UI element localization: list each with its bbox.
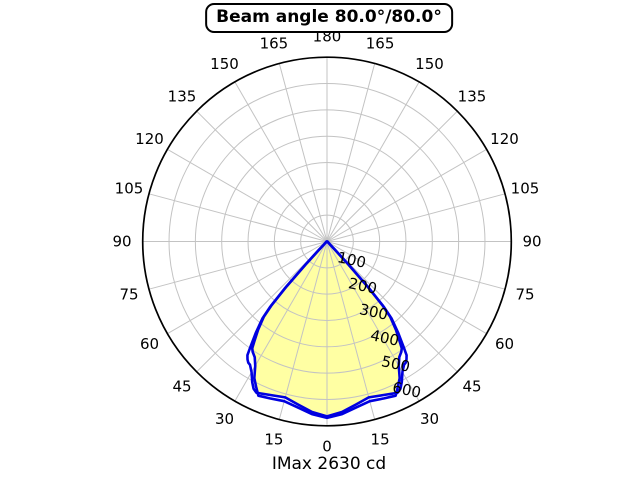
grid-spoke — [326, 193, 506, 242]
imax-label: IMax 2630 cd — [271, 454, 387, 474]
grid-spoke — [234, 81, 328, 242]
grid-ring — [273, 188, 381, 295]
grid-spoke — [234, 241, 328, 402]
grid-ring — [168, 83, 486, 400]
grid-spoke — [196, 110, 328, 242]
grid-spoke — [167, 241, 328, 335]
beam-curve-c90-c270 — [250, 240, 404, 420]
grid-spoke — [326, 110, 458, 242]
angle-tick-label: 15 — [371, 431, 390, 449]
grid-spoke — [326, 241, 376, 420]
radial-tick-label: 200 — [347, 274, 379, 298]
grid-ring — [247, 162, 407, 321]
chart-title: Beam angle 80.0°/80.0° — [205, 3, 453, 33]
grid-spoke — [167, 148, 328, 242]
grid-spoke — [278, 241, 328, 420]
angle-tick-label: 60 — [140, 335, 159, 353]
radial-tick-label: 300 — [358, 300, 390, 324]
angle-tick-label: 90 — [522, 233, 541, 251]
angle-tick-label: 105 — [511, 179, 540, 197]
angle-tick-label: 75 — [119, 286, 138, 304]
angle-tick-label: 150 — [210, 55, 239, 73]
angle-tick-label: 0 — [322, 438, 332, 456]
angle-tick-label: 120 — [490, 130, 519, 148]
radial-tick-label: 100 — [336, 248, 368, 272]
grid-spoke — [148, 241, 328, 290]
radial-tick-label: 500 — [380, 352, 412, 376]
angle-tick-label: 165 — [260, 35, 289, 53]
angle-tick-label: 120 — [135, 130, 164, 148]
angle-tick-label: 15 — [264, 431, 283, 449]
radial-tick-label: 600 — [391, 378, 423, 402]
angle-tick-label: 105 — [115, 179, 144, 197]
angle-tick-label: 90 — [112, 233, 131, 251]
angle-tick-label: 135 — [168, 88, 197, 106]
grid-spoke — [326, 148, 487, 242]
grid-spoke — [326, 241, 506, 290]
angle-tick-label: 135 — [458, 88, 487, 106]
angle-tick-label: 45 — [172, 378, 191, 396]
angle-tick-label: 30 — [420, 410, 439, 428]
angle-tick-label: 45 — [462, 378, 481, 396]
angle-tick-label: 150 — [415, 55, 444, 73]
angle-tick-label: 75 — [515, 286, 534, 304]
angle-tick-label: 60 — [495, 335, 514, 353]
grid-spoke — [326, 241, 420, 402]
outer-circle — [141, 56, 513, 427]
grid-spoke — [148, 193, 328, 242]
grid-ring — [300, 214, 354, 269]
grid-ring — [194, 109, 460, 374]
angle-tick-label: 165 — [366, 35, 395, 53]
grid-spoke — [326, 63, 376, 242]
angle-tick-label: 30 — [215, 410, 234, 428]
grid-ring — [221, 135, 433, 348]
grid-spoke — [326, 81, 420, 242]
grid-spoke — [326, 241, 487, 335]
radial-tick-label: 400 — [369, 326, 401, 350]
grid-spoke — [278, 63, 328, 242]
